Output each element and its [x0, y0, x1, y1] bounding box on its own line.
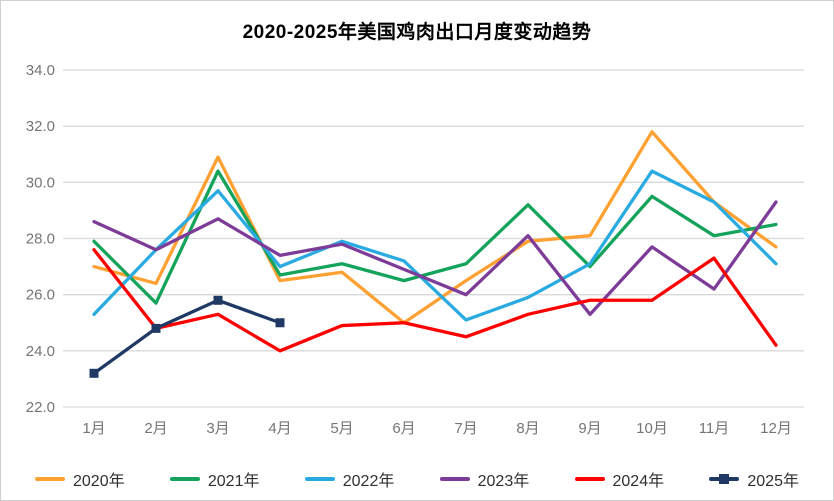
legend-line-swatch-icon	[709, 474, 740, 484]
series-marker-square-2025年	[275, 318, 285, 328]
y-axis-tick-label: 28.0	[26, 231, 55, 248]
x-axis-tick-label: 6月	[392, 420, 415, 437]
y-axis-tick-label: 24.0	[26, 343, 55, 360]
legend-label: 2021年	[207, 473, 260, 490]
series-marker-square-2025年	[151, 323, 161, 333]
x-axis-tick-label: 8月	[516, 420, 539, 437]
y-axis-tick-label: 32.0	[26, 118, 55, 135]
legend-label: 2020年	[73, 473, 125, 490]
legend-line-swatch-icon	[35, 477, 65, 481]
series-line-2023年	[92, 200, 778, 316]
legend-line-swatch-icon	[169, 477, 200, 481]
x-axis-tick-label: 7月	[454, 420, 477, 437]
legend-item-2023年: 2023年	[439, 467, 530, 491]
y-axis-tick-label: 26.0	[26, 287, 55, 304]
legend-item-2024年: 2024年	[574, 467, 665, 491]
x-axis-tick-label: 12月	[760, 420, 792, 437]
legend-line-swatch-icon	[304, 477, 335, 481]
y-axis-tick-label: 30.0	[26, 174, 55, 191]
series-marker-square-2025年	[89, 368, 99, 378]
series-line-2024年	[92, 248, 778, 353]
legend-item-2021年: 2021年	[169, 467, 260, 491]
x-axis-tick-label: 2月	[144, 420, 167, 437]
legend-label: 2025年	[747, 473, 799, 490]
x-axis-tick-label: 1月	[82, 420, 105, 437]
series-line-2020年	[92, 130, 778, 325]
legend-square-marker-icon	[719, 474, 730, 484]
legend-item-2020年: 2020年	[35, 467, 125, 491]
series-line-2025年	[92, 298, 282, 375]
legend-item-2022年: 2022年	[304, 467, 395, 491]
x-axis-tick-label: 4月	[268, 420, 291, 437]
chart-title: 2020-2025年美国鸡肉出口月度变动趋势	[242, 22, 592, 43]
legend-label: 2023年	[477, 473, 530, 490]
x-axis-tick-label: 10月	[636, 420, 668, 437]
series-line-2022年	[92, 169, 778, 322]
legend-label: 2022年	[342, 473, 395, 490]
chart-legend: 2020年 2021年 2022年 2023年 2024年 2025年	[1, 467, 833, 491]
legend-item-2025年: 2025年	[709, 467, 799, 491]
legend-label: 2024年	[612, 473, 665, 490]
x-axis-tick-label: 9月	[578, 420, 601, 437]
x-axis-tick-label: 5月	[330, 420, 353, 437]
series-marker-square-2025年	[213, 295, 223, 305]
series-line-2021年	[92, 169, 778, 305]
legend-line-swatch-icon	[574, 477, 605, 481]
x-axis-tick-label: 11月	[699, 420, 730, 437]
legend-line-swatch-icon	[439, 477, 470, 481]
x-axis-tick-label: 3月	[206, 420, 229, 437]
y-axis-tick-label: 34.0	[26, 62, 55, 79]
y-axis-tick-label: 22.0	[26, 399, 55, 416]
